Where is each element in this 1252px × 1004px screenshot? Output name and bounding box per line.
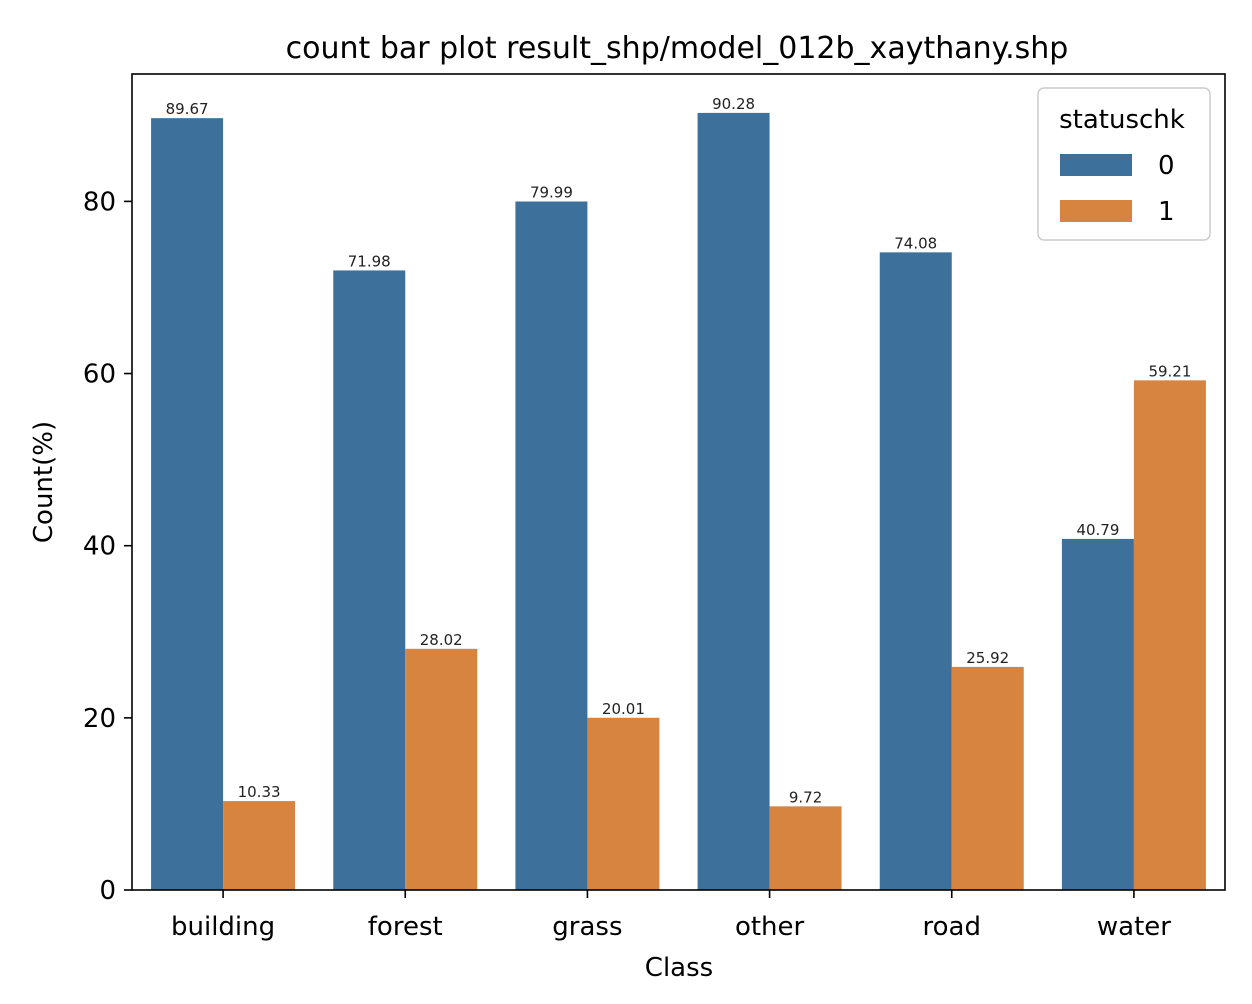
data-label-road-series-1: 25.92 [966, 649, 1009, 667]
x-tick-label-building: building [171, 912, 275, 942]
bar-grass-series-1 [587, 717, 660, 890]
plot-frame [131, 73, 1226, 891]
bar-other-series-1 [769, 806, 842, 890]
data-label-water-series-0: 40.79 [1076, 521, 1119, 539]
bar-forest-series-1 [405, 648, 478, 890]
bar-building-series-0 [151, 118, 224, 890]
data-label-other-series-1: 9.72 [789, 788, 822, 806]
data-label-forest-series-0: 71.98 [348, 252, 391, 270]
data-label-other-series-0: 90.28 [712, 95, 755, 113]
y-tick-label-0: 0 [99, 876, 116, 906]
data-label-building-series-0: 89.67 [166, 100, 209, 118]
data-label-grass-series-1: 20.01 [602, 700, 645, 718]
y-tick-label-60: 60 [83, 360, 116, 390]
y-tick-label-80: 80 [83, 187, 116, 217]
bar-water-series-1 [1133, 380, 1206, 890]
y-axis-label: Count(%) [29, 421, 59, 543]
bar-grass-series-0 [515, 201, 588, 890]
bar-road-series-0 [879, 252, 952, 890]
x-tick-label-road: road [923, 912, 981, 942]
bar-forest-series-0 [333, 270, 406, 891]
data-label-water-series-1: 59.21 [1148, 362, 1191, 380]
y-tick-label-20: 20 [83, 704, 116, 734]
bar-building-series-1 [223, 801, 296, 890]
x-tick-label-grass: grass [552, 912, 622, 942]
data-label-road-series-0: 74.08 [894, 234, 937, 252]
x-tick-label-other: other [735, 912, 805, 942]
x-axis-ticks: building forest grass other road water [171, 890, 1171, 942]
legend-label-0: 0 [1158, 151, 1175, 181]
data-label-building-series-1: 10.33 [238, 783, 281, 801]
y-tick-label-40: 40 [83, 532, 116, 562]
legend-title: statuschk [1059, 105, 1185, 135]
bar-road-series-1 [951, 666, 1024, 890]
legend-swatch-0 [1060, 154, 1132, 176]
legend: statuschk 0 1 [1037, 87, 1211, 241]
bars-group [151, 112, 1206, 891]
x-axis-label: Class [645, 953, 713, 983]
data-label-grass-series-0: 79.99 [530, 183, 573, 201]
bar-water-series-0 [1061, 538, 1134, 890]
legend-swatch-1 [1060, 200, 1132, 222]
x-tick-label-water: water [1097, 912, 1171, 942]
chart-title: count bar plot result_shp/model_012b_xay… [286, 31, 1069, 66]
data-labels-group: 89.67 10.33 71.98 28.02 79.99 20.01 90.28 9.72 7… [166, 95, 1192, 806]
y-axis-ticks: 0 20 40 60 80 [83, 187, 132, 906]
bar-other-series-0 [697, 112, 770, 891]
legend-label-1: 1 [1158, 197, 1175, 227]
x-tick-label-forest: forest [368, 912, 443, 942]
data-label-forest-series-1: 28.02 [420, 631, 463, 649]
